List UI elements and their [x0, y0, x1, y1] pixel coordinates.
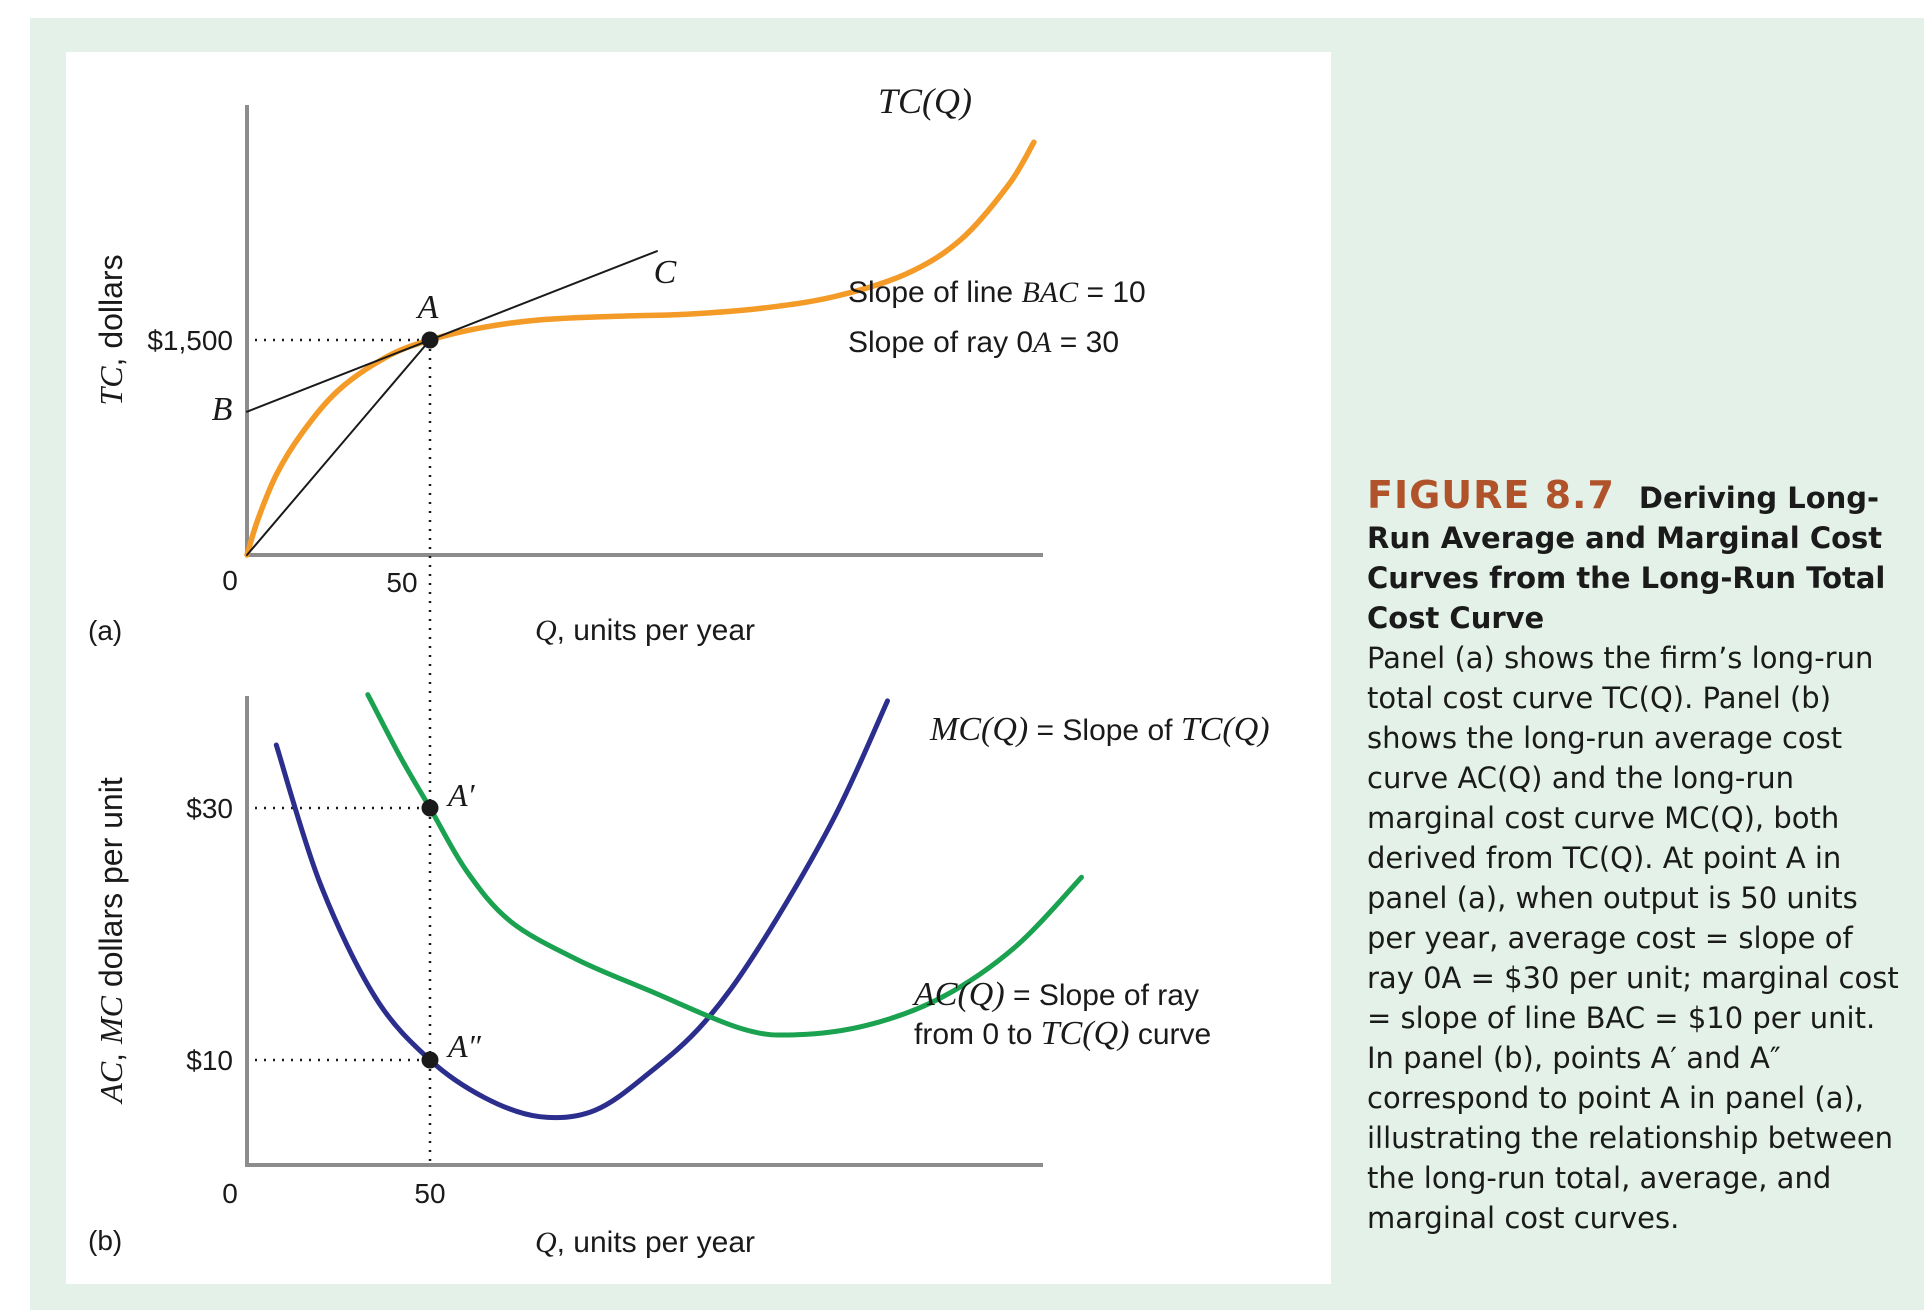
- caption-heading: FIGURE 8.7 Deriving Long-Run Average and …: [1367, 475, 1907, 638]
- slope-0a-annotation: Slope of ray 0A = 30: [848, 326, 1119, 359]
- chart-panel: [66, 52, 1331, 1284]
- panel-b-label: (b): [88, 1225, 122, 1256]
- point-a-marker: [421, 331, 439, 349]
- panel-a-xtick-50: 50: [386, 567, 417, 598]
- caption-body: Panel (a) shows the firm’s long-run tota…: [1367, 641, 1899, 1235]
- panel-a-label: (a): [88, 615, 122, 646]
- ac-curve-label-line2: from 0 to TC(Q) curve: [914, 1015, 1211, 1052]
- point-b-label: B: [212, 391, 233, 428]
- panel-b-origin-label: 0: [222, 1178, 238, 1209]
- tc-curve-label: TC(Q): [878, 81, 972, 121]
- point-c-label: C: [654, 254, 677, 291]
- panel-a-ytick-1500: $1,500: [147, 325, 233, 356]
- point-a-prime-label: A′: [446, 777, 476, 813]
- panel-b-x-axis-label: Q, units per year: [535, 1226, 755, 1259]
- point-a-prime-marker: [421, 799, 439, 817]
- ac-curve-label-line1: AC(Q) = Slope of ray: [912, 976, 1199, 1013]
- point-a-double-prime-marker: [421, 1051, 439, 1069]
- panel-a-x-axis-label: Q, units per year: [535, 614, 755, 647]
- panel-b-ytick-10: $10: [186, 1045, 233, 1076]
- figure-title: Deriving Long-Run Average and Marginal C…: [1367, 481, 1886, 635]
- point-a-label: A: [416, 289, 439, 326]
- panel-b-ytick-30: $30: [186, 793, 233, 824]
- panel-a-origin-label: 0: [222, 565, 238, 596]
- figure-caption: FIGURE 8.7 Deriving Long-Run Average and …: [1367, 475, 1907, 1238]
- mc-curve: [273, 698, 890, 1121]
- line-bac: [246, 250, 658, 413]
- ray-0a: [246, 339, 431, 556]
- figure-number: FIGURE 8.7: [1367, 473, 1615, 517]
- panel-b-y-axis-label: AC, MC dollars per unit: [93, 777, 129, 1105]
- slope-bac-annotation: Slope of line BAC = 10: [848, 276, 1146, 309]
- panel-a-y-axis-label: TC, dollars: [93, 254, 129, 405]
- tc-curve: [244, 139, 1037, 558]
- point-a-double-prime-label: A″: [446, 1028, 482, 1064]
- panel-b-xtick-50: 50: [414, 1178, 445, 1209]
- mc-curve-label: MC(Q) = Slope of TC(Q): [929, 711, 1270, 748]
